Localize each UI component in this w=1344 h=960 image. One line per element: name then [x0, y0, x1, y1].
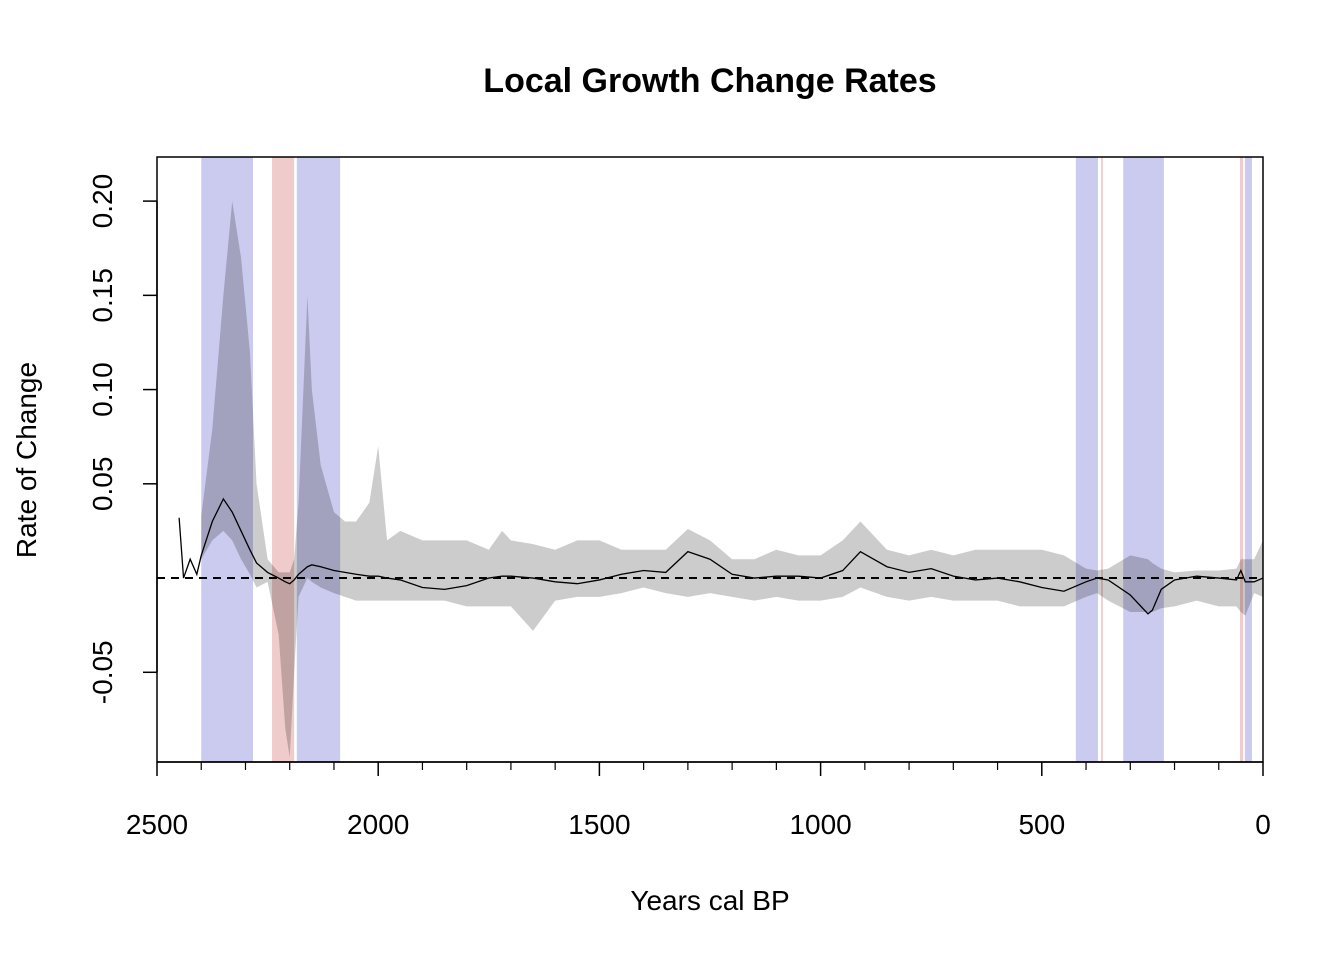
highlight-band: [1075, 157, 1098, 762]
y-tick-label: 0.10: [87, 362, 118, 417]
x-tick-label: 500: [1018, 809, 1065, 840]
highlight-band: [1123, 157, 1164, 762]
y-tick-label: 0.20: [87, 174, 118, 229]
x-tick-label: 2000: [347, 809, 409, 840]
y-tick-label: 0.15: [87, 268, 118, 323]
x-tick-label: 1000: [789, 809, 851, 840]
x-axis-label: Years cal BP: [630, 885, 789, 916]
series-line: [178, 497, 1264, 615]
y-tick-label: -0.05: [87, 640, 118, 704]
highlight-band: [1101, 157, 1103, 762]
highlight-band: [1239, 157, 1244, 762]
chart-title: Local Growth Change Rates: [483, 62, 936, 100]
x-tick-label: 2500: [126, 809, 188, 840]
y-tick-label: 0.05: [87, 457, 118, 512]
y-axis-label: Rate of Change: [11, 362, 42, 558]
x-tick-label: 1500: [568, 809, 630, 840]
x-tick-label: 0: [1255, 809, 1271, 840]
highlight-band: [1244, 157, 1252, 762]
